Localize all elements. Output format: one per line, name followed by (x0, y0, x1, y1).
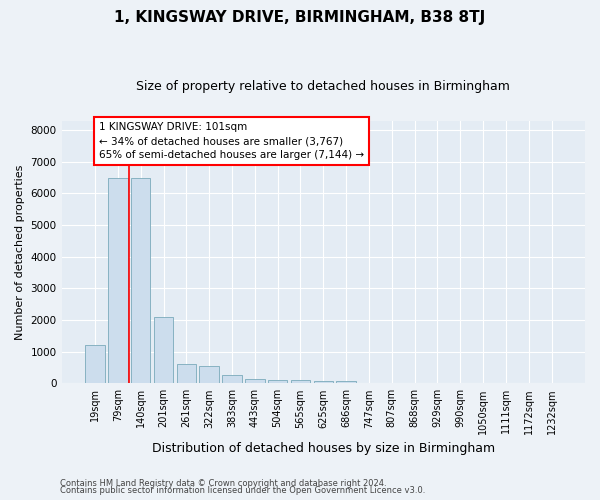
Text: 1 KINGSWAY DRIVE: 101sqm
← 34% of detached houses are smaller (3,767)
65% of sem: 1 KINGSWAY DRIVE: 101sqm ← 34% of detach… (99, 122, 364, 160)
Bar (245, 378, 265, 384)
X-axis label: Distribution of detached houses by size in Birmingham: Distribution of detached houses by size … (152, 442, 495, 455)
Bar (85, 346, 105, 384)
Bar (291, 380, 310, 384)
Bar (176, 364, 196, 384)
Text: Contains HM Land Registry data © Crown copyright and database right 2024.: Contains HM Land Registry data © Crown c… (60, 478, 386, 488)
Bar (199, 366, 219, 384)
Bar (268, 380, 287, 384)
Bar (131, 178, 151, 384)
Bar (359, 382, 379, 384)
Bar (108, 178, 128, 384)
Text: 1, KINGSWAY DRIVE, BIRMINGHAM, B38 8TJ: 1, KINGSWAY DRIVE, BIRMINGHAM, B38 8TJ (115, 10, 485, 25)
Title: Size of property relative to detached houses in Birmingham: Size of property relative to detached ho… (136, 80, 510, 93)
Bar (222, 376, 242, 384)
Bar (314, 381, 333, 384)
Bar (337, 381, 356, 384)
Text: Contains public sector information licensed under the Open Government Licence v3: Contains public sector information licen… (60, 486, 425, 495)
Y-axis label: Number of detached properties: Number of detached properties (15, 164, 25, 340)
Bar (154, 317, 173, 384)
